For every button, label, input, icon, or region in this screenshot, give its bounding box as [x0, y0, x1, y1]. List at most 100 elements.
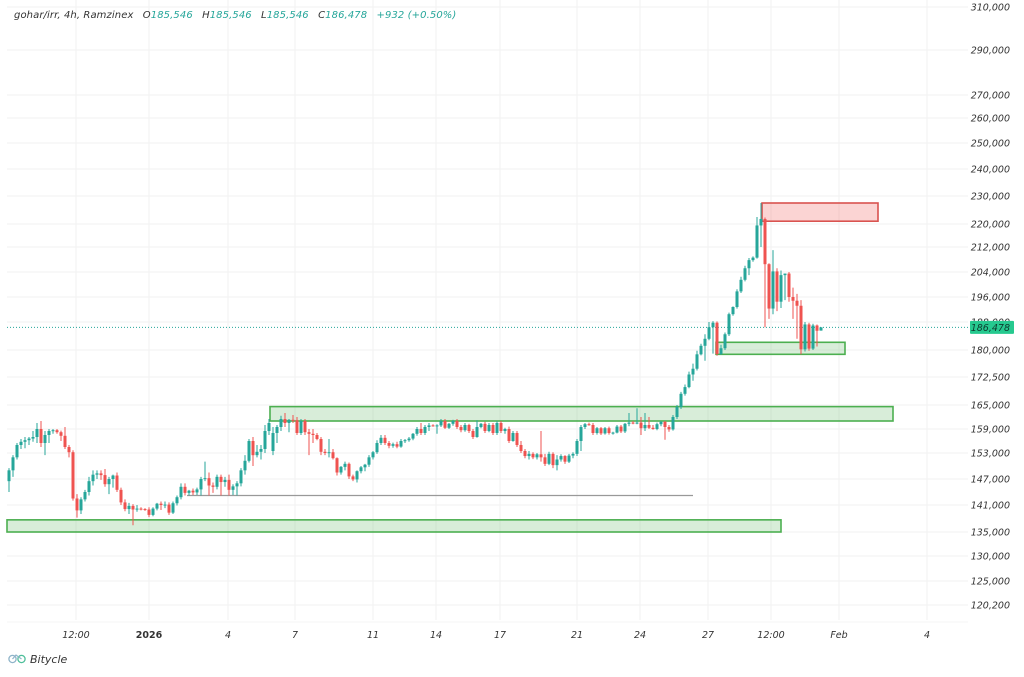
candle: [747, 257, 751, 276]
candle: [467, 423, 471, 433]
symbol-label: gohar/irr, 4h, Ramzinex: [14, 10, 134, 21]
candle: [423, 425, 427, 435]
candle: [779, 270, 783, 308]
candle: [483, 421, 487, 433]
price-tick-label: 172,500: [971, 373, 1010, 384]
time-axis[interactable]: 12:00 2026 4 7 11 14 17 21 24 27 12:00 Feb 4: [62, 630, 930, 641]
price-tick-label: 135,000: [971, 528, 1010, 539]
grid-lines: [7, 0, 968, 623]
support-zone-180k[interactable]: [715, 341, 846, 356]
resistance-zone[interactable]: [761, 202, 879, 223]
candle: [339, 466, 343, 475]
candle: [111, 474, 115, 488]
price-tick-label: 290,000: [971, 46, 1010, 57]
candle: [587, 422, 591, 426]
candle: [139, 507, 143, 511]
open-value: 185,546: [150, 10, 193, 21]
candle: [663, 421, 667, 440]
candle: [627, 413, 631, 427]
time-tick-label: 27: [702, 630, 714, 641]
candle: [147, 507, 151, 518]
price-tick-label: 250,000: [971, 139, 1010, 150]
price-tick-label: 204,000: [971, 268, 1010, 279]
candle: [91, 470, 95, 486]
candle: [703, 334, 707, 361]
candle: [743, 265, 747, 282]
candle: [183, 483, 187, 496]
price-tick-label: 240,000: [971, 165, 1010, 176]
candle: [411, 433, 415, 441]
price-tick-label: 147,000: [971, 475, 1010, 486]
candle: [175, 495, 179, 506]
candle: [231, 484, 235, 496]
candle: [23, 437, 27, 449]
candle: [687, 371, 691, 389]
candle: [787, 272, 791, 302]
candle: [519, 441, 523, 453]
candle: [599, 427, 603, 435]
candle: [51, 429, 55, 434]
candle: [699, 343, 703, 356]
current-price-label: 186,478: [971, 323, 1010, 334]
candle: [123, 499, 127, 512]
change-value: +932 (+0.50%): [376, 10, 457, 21]
price-tick-label: 220,000: [971, 220, 1010, 231]
candle: [299, 419, 303, 435]
candle: [295, 417, 299, 435]
time-tick-label: 4: [225, 630, 231, 641]
candle: [219, 474, 223, 496]
candle: [667, 425, 671, 432]
candle: [683, 384, 687, 396]
candle: [127, 502, 131, 514]
low-value: 185,546: [266, 10, 309, 21]
candle: [163, 501, 167, 509]
candle: [103, 469, 107, 487]
candle: [387, 441, 391, 449]
candle: [567, 453, 571, 463]
time-tick-label: Feb: [830, 630, 847, 641]
candle: [555, 455, 559, 471]
close-label: C: [318, 10, 326, 21]
candle: [279, 415, 283, 431]
candle: [623, 423, 627, 433]
candle: [195, 487, 199, 496]
candle: [635, 408, 639, 425]
candle: [675, 405, 679, 419]
candle: [591, 423, 595, 435]
candle: [415, 427, 419, 436]
candle: [383, 435, 387, 445]
candle: [83, 489, 87, 502]
candle: [255, 445, 259, 458]
candle: [523, 449, 527, 459]
candle: [671, 415, 675, 431]
price-axis[interactable]: 310,000 290,000 270,000 260,000 250,000 240,0…: [971, 3, 1010, 612]
candle: [15, 443, 19, 460]
support-zone-162k[interactable]: [269, 405, 894, 422]
candle: [7, 468, 11, 492]
time-tick-label: 21: [571, 630, 583, 641]
candle: [223, 476, 227, 487]
candle: [47, 429, 51, 443]
price-tick-label: 130,000: [971, 552, 1010, 563]
candle: [479, 423, 483, 429]
price-tick-label: 180,000: [971, 346, 1010, 357]
candle: [35, 423, 39, 443]
candle: [551, 452, 555, 469]
candle: [227, 474, 231, 496]
candle: [363, 463, 367, 472]
candle: [419, 423, 423, 435]
price-tick-label: 270,000: [971, 91, 1010, 102]
candle: [107, 476, 111, 495]
candle: [287, 419, 291, 433]
candle: [267, 419, 271, 435]
candle: [251, 437, 255, 466]
candle: [619, 425, 623, 433]
candle: [435, 424, 439, 434]
candle: [443, 419, 447, 429]
price-tick-label: 212,000: [971, 243, 1010, 254]
candle: [811, 323, 815, 350]
support-zone-137k[interactable]: [6, 519, 782, 533]
candle: [271, 427, 275, 456]
